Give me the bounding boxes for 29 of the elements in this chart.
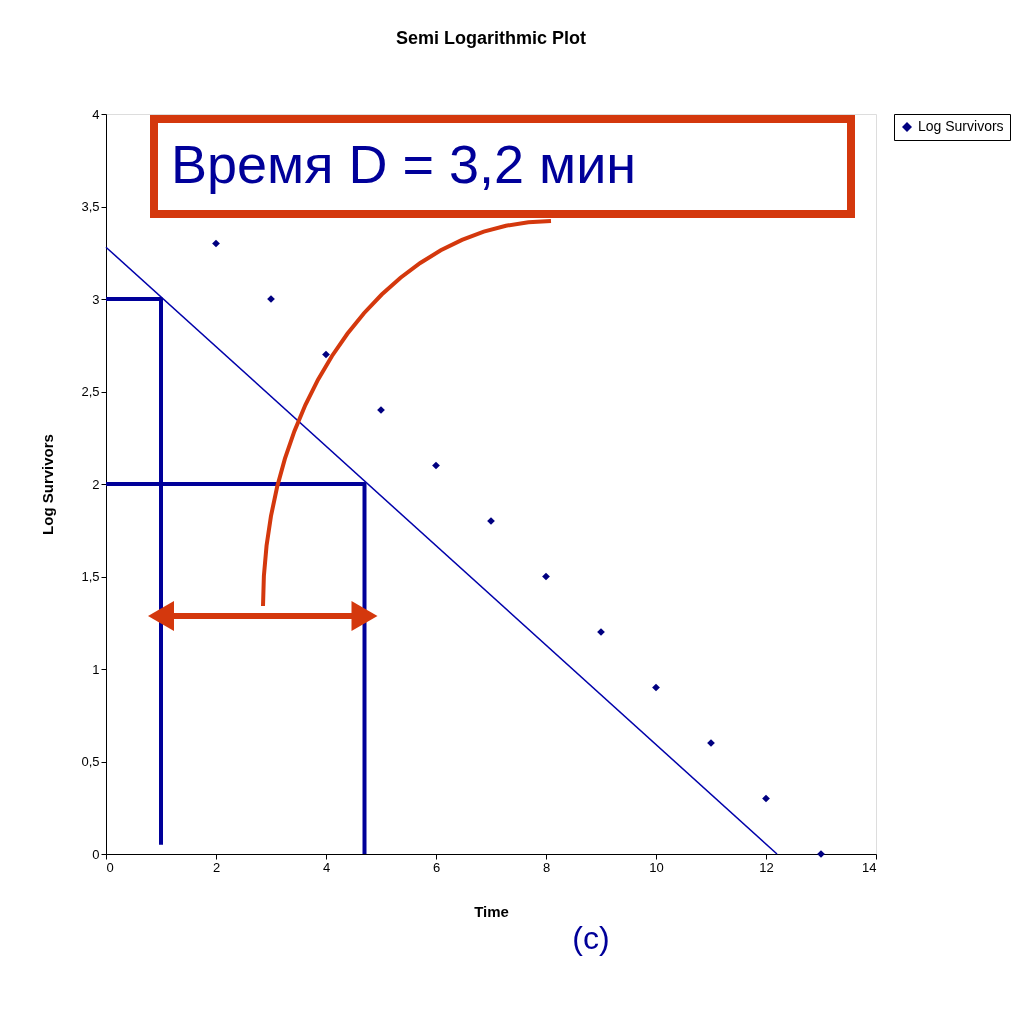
x-tick-label: 14 bbox=[862, 859, 877, 875]
y-tick-label: 0 bbox=[92, 846, 100, 862]
y-tick-label: 2 bbox=[92, 476, 100, 492]
y-tick-label: 4 bbox=[92, 106, 100, 122]
point bbox=[542, 572, 550, 581]
legend-label: Log Survivors bbox=[918, 118, 1004, 134]
x-tick-label: 12 bbox=[759, 859, 774, 875]
y-tick-label: 1 bbox=[92, 661, 100, 677]
point bbox=[762, 794, 770, 803]
annotation: Время D = 3,2 мин bbox=[171, 134, 637, 194]
point bbox=[212, 239, 220, 248]
x-tick-label: 6 bbox=[432, 859, 441, 875]
y-tick-label: 1,5 bbox=[81, 569, 100, 584]
y-axis-title: Log Survivors bbox=[39, 434, 57, 535]
point bbox=[652, 683, 660, 692]
x-tick-label: 4 bbox=[322, 859, 331, 875]
x-tick-label: 8 bbox=[542, 859, 551, 875]
x-tick-label: 2 bbox=[212, 859, 221, 875]
x-tick-label: 10 bbox=[649, 859, 664, 875]
chart-title: Semi Logarithmic Plot bbox=[395, 28, 587, 48]
y-tick-label: 2,5 bbox=[81, 384, 100, 399]
point bbox=[432, 461, 440, 470]
x-tick-label: 0 bbox=[106, 859, 114, 875]
x-axis-title: Time bbox=[474, 902, 509, 920]
y-tick-label: 0,5 bbox=[81, 754, 100, 769]
y-tick-label: 3,5 bbox=[81, 199, 100, 214]
y-tick-label: 3 bbox=[92, 291, 100, 307]
text: (c) bbox=[572, 920, 610, 956]
point bbox=[322, 350, 330, 359]
